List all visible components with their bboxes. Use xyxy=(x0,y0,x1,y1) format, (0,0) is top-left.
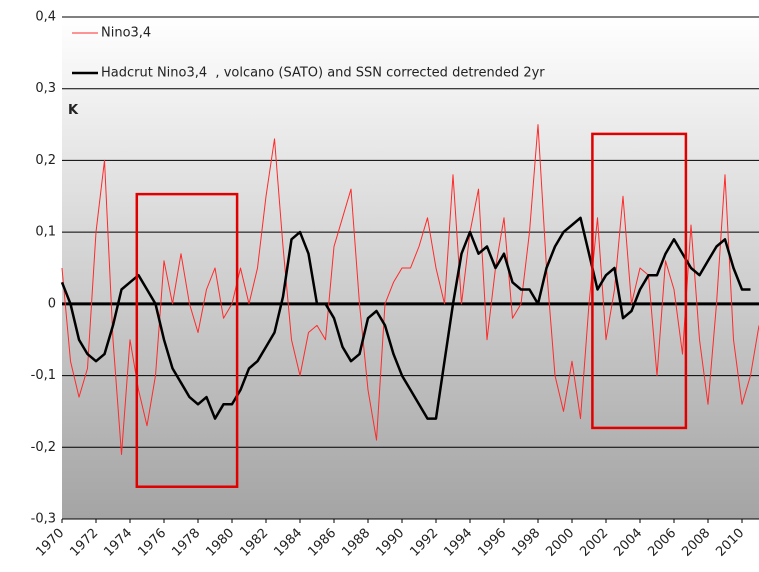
x-tick-label: 1978 xyxy=(169,526,203,560)
highlight-box xyxy=(135,192,239,488)
x-tick-label: 2000 xyxy=(543,526,577,560)
x-tick-label: 1992 xyxy=(407,526,441,560)
x-tick-label: 1998 xyxy=(509,526,543,560)
legend-label: Nino3,4 xyxy=(101,26,151,41)
x-tick-label: 1972 xyxy=(67,526,101,560)
x-tick-label: 1982 xyxy=(237,526,271,560)
y-tick-label: -0,2 xyxy=(31,440,56,455)
x-tick-label: 1990 xyxy=(373,526,407,560)
y-tick-label: 0 xyxy=(48,296,56,311)
x-tick-label: 1974 xyxy=(101,526,135,560)
x-tick-label: 1986 xyxy=(305,526,339,560)
x-tick-label: 2002 xyxy=(577,526,611,560)
x-tick-label: 1980 xyxy=(203,526,237,560)
x-tick-label: 2004 xyxy=(611,526,645,560)
highlight-box xyxy=(591,132,688,430)
x-tick-label: 2008 xyxy=(679,526,713,560)
y-tick-label: 0,4 xyxy=(35,10,56,25)
y-tick-label: 0,3 xyxy=(35,81,56,96)
legend-label: Hadcrut Nino3,4 , volcano (SATO) and SSN… xyxy=(101,66,545,81)
y-axis-label: K xyxy=(68,103,79,118)
x-tick-label: 1988 xyxy=(339,526,373,560)
x-tick-label: 1984 xyxy=(271,526,305,560)
y-tick-label: 0,2 xyxy=(35,153,56,168)
series-line xyxy=(61,124,759,455)
x-tick-label: 1976 xyxy=(135,526,169,560)
y-tick-label: 0,1 xyxy=(35,225,56,240)
y-tick-label: -0,1 xyxy=(31,368,56,383)
x-tick-label: 1994 xyxy=(441,526,475,560)
x-tick-label: 2010 xyxy=(713,526,747,560)
series-line xyxy=(60,216,751,420)
x-tick-label: 1996 xyxy=(475,526,509,560)
x-tick-label: 2006 xyxy=(645,526,679,560)
x-tick-label: 1970 xyxy=(33,526,67,560)
y-tick-label: -0,3 xyxy=(31,512,56,527)
